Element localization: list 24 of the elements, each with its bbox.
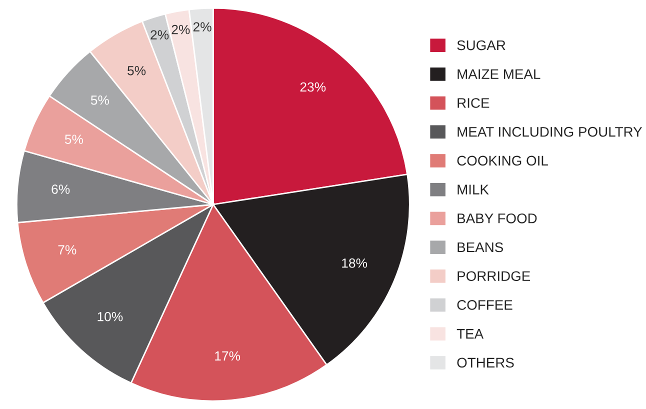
legend-label: MAIZE MEAL bbox=[458, 69, 540, 79]
legend-label: TEA bbox=[456, 329, 484, 339]
legend-label: MEAT INCLUDING POULTRY bbox=[458, 126, 642, 137]
legend-label: RICE bbox=[458, 98, 490, 108]
data-label: 5% bbox=[128, 66, 146, 76]
data-label: 6% bbox=[52, 184, 70, 194]
legend-label: OTHERS bbox=[457, 358, 514, 368]
data-label: 5% bbox=[64, 134, 84, 144]
legend-label: PORRIDGE bbox=[458, 271, 530, 282]
data-label: 5% bbox=[90, 96, 109, 105]
data-label: 7% bbox=[58, 245, 76, 254]
legend-label: SUGAR bbox=[457, 40, 506, 50]
data-label: 2% bbox=[172, 24, 190, 34]
data-label: 2% bbox=[150, 30, 169, 40]
data-label: 18% bbox=[342, 258, 368, 268]
legend-label: BEANS bbox=[458, 242, 504, 252]
data-label: 23% bbox=[300, 82, 326, 92]
data-label: 2% bbox=[193, 22, 212, 32]
legend-label: COOKING OIL bbox=[457, 156, 548, 166]
legend-label: MILK bbox=[458, 184, 489, 194]
data-label: 10% bbox=[98, 312, 123, 322]
legend-label: BABY FOOD bbox=[458, 213, 537, 224]
legend-label: COFFEE bbox=[457, 300, 512, 310]
data-label: 17% bbox=[215, 351, 240, 361]
